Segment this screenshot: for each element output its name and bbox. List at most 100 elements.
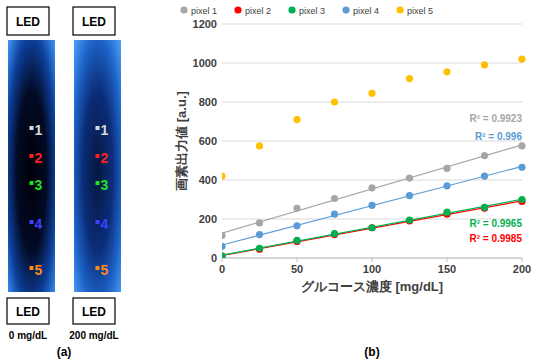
legend-marker: [396, 6, 403, 13]
pixel-label: 5: [35, 262, 43, 278]
point: [222, 252, 226, 258]
point: [222, 252, 226, 258]
pixel-dot: [96, 220, 100, 224]
legend-label: pixel 1: [191, 6, 217, 16]
point: [518, 56, 525, 63]
legend-marker: [342, 6, 349, 13]
point: [368, 184, 375, 191]
point: [518, 142, 525, 149]
r2-label: R² = 0.996: [475, 131, 522, 142]
pixel-label: 2: [35, 150, 43, 166]
y-tick-label: 1200: [193, 18, 217, 30]
point: [443, 68, 450, 75]
panel-label: (b): [364, 345, 379, 359]
pixel-dot: [96, 126, 100, 130]
pixel-dot: [30, 266, 34, 270]
pixel-dot: [30, 181, 34, 185]
grid-line: [222, 24, 522, 25]
led-label: LED: [16, 15, 40, 29]
sensor-image: [74, 40, 121, 292]
point: [518, 196, 525, 203]
point: [481, 173, 488, 180]
y-tick-label: 0: [211, 252, 217, 264]
y-tick-label: 800: [199, 96, 217, 108]
annotations: R² = 0.9923R² = 0.9985R² = 0.9965R² = 0.…: [469, 113, 522, 244]
point: [256, 231, 263, 238]
x-tick-label: 100: [363, 263, 381, 275]
point: [222, 232, 226, 239]
pixel-dot: [30, 126, 34, 130]
point: [256, 245, 263, 252]
pixel-dot: [30, 220, 34, 224]
point: [481, 204, 488, 211]
point: [222, 173, 226, 180]
panel-b: 020040060080010001200050100150200グルコース濃度…: [174, 6, 531, 360]
led-label: LED: [16, 305, 40, 319]
point: [256, 246, 263, 253]
point: [368, 224, 375, 231]
point: [293, 222, 300, 229]
point: [406, 174, 413, 181]
image-caption: 200 mg/dL: [69, 330, 118, 341]
x-tick-label: 200: [513, 263, 531, 275]
x-tick: [522, 258, 523, 262]
led-box: [7, 298, 49, 324]
point: [481, 205, 488, 212]
trendline: [222, 166, 522, 245]
point: [443, 165, 450, 172]
led-box: [7, 7, 49, 35]
y-tick-label: 400: [199, 174, 217, 186]
plot-marks: [222, 56, 526, 259]
led-label: LED: [82, 15, 106, 29]
x-tick: [372, 258, 373, 262]
x-tick: [447, 258, 448, 262]
point: [256, 219, 263, 226]
point: [443, 209, 450, 216]
y-axis-title: 画素出力値 [a.u.]: [174, 91, 189, 191]
legend: pixel 1pixel 2pixel 3pixel 4pixel 5: [180, 6, 433, 16]
r2-label: R² = 0.9985: [469, 233, 522, 244]
legend-label: pixel 3: [299, 6, 325, 16]
legend-marker: [234, 6, 241, 13]
point: [406, 192, 413, 199]
point: [368, 90, 375, 97]
y-tick-label: 600: [199, 135, 217, 147]
pixel-label: 3: [35, 177, 43, 193]
pixel-label: 3: [101, 177, 109, 193]
legend-marker: [180, 6, 187, 13]
point: [293, 205, 300, 212]
point: [443, 182, 450, 189]
y-tick-label: 200: [199, 213, 217, 225]
image-caption: 0 mg/dL: [9, 330, 47, 341]
point: [481, 152, 488, 159]
panel-a: LED12345LED0 mg/dLLED12345LED200 mg/dL(a…: [7, 7, 121, 359]
point: [331, 231, 338, 238]
point: [518, 164, 525, 171]
trendline: [222, 145, 522, 233]
x-tick: [297, 258, 298, 262]
point: [368, 202, 375, 209]
grid-line: [222, 63, 522, 64]
legend-marker: [288, 6, 295, 13]
point: [256, 142, 263, 149]
pixel-label: 4: [35, 216, 43, 232]
x-tick-label: 0: [219, 263, 225, 275]
x-tick-label: 150: [438, 263, 456, 275]
led-box: [73, 7, 115, 35]
legend-label: pixel 2: [245, 6, 271, 16]
point: [368, 224, 375, 231]
y-tick-label: 1000: [193, 57, 217, 69]
x-axis-title: グルコース濃度 [mg/dL]: [301, 279, 443, 294]
trendline: [222, 199, 522, 255]
point: [331, 195, 338, 202]
point: [331, 98, 338, 105]
sensor-image: [8, 40, 55, 292]
legend-label: pixel 5: [407, 6, 433, 16]
pixel-label: 1: [35, 122, 43, 138]
point: [222, 243, 226, 250]
point: [293, 116, 300, 123]
pixel-label: 1: [101, 122, 109, 138]
pixel-dot: [96, 181, 100, 185]
led-label: LED: [82, 305, 106, 319]
point: [406, 216, 413, 223]
